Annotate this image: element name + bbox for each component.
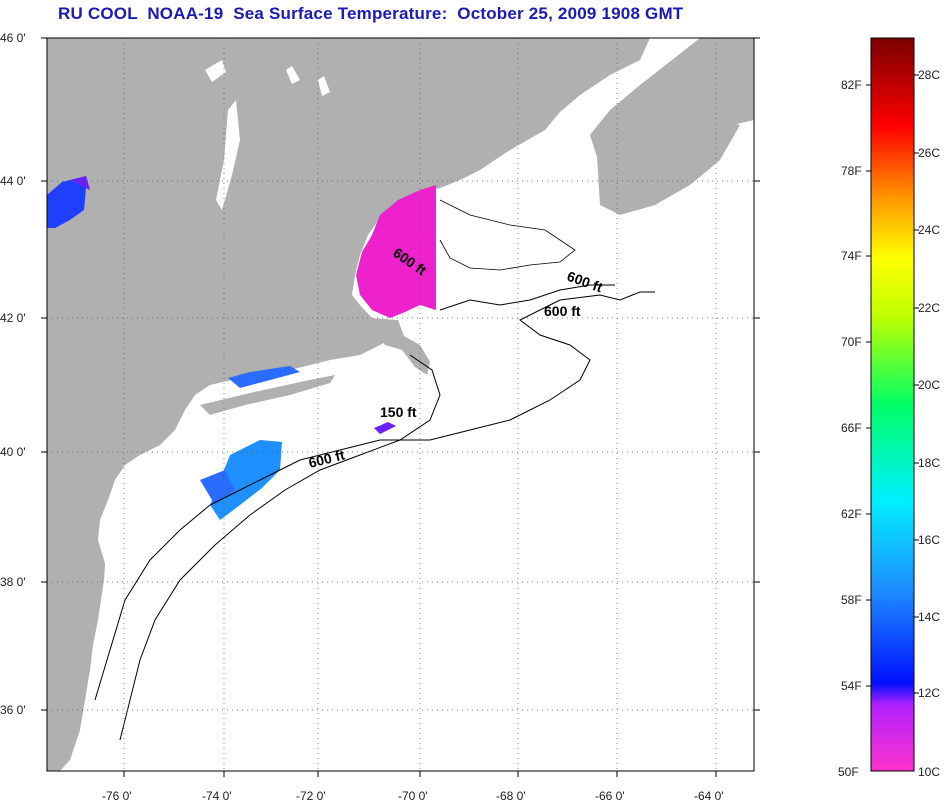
colorbar-label-20c: 20C [918,378,940,392]
colorbar-label-54f: 54F [841,679,862,693]
page-title: RU COOL NOAA-19 Sea Surface Temperature:… [58,4,684,23]
lon-label-64: -64 0' [694,789,724,803]
colorbar-label-82f: 82F [841,78,862,92]
lon-label-76: -76 0' [102,789,132,803]
bay-chesapeake [92,520,122,680]
contour-label-150ft: 150 ft [380,404,417,420]
lon-label-66: -66 0' [595,789,625,803]
sst-patch-lake-ontario-edge [70,176,90,190]
lake-2 [216,100,240,210]
colorbar-label-14c: 14C [918,610,940,624]
sst-patch-shelf-4 [374,422,396,434]
colorbar-ticks [866,74,919,694]
sst-patch-lake-ontario [47,178,86,228]
contour-gulf [439,199,576,271]
colorbar-label-62f: 62F [841,507,862,521]
lake-3 [286,66,300,84]
colorbar-label-74f: 74F [841,249,862,263]
lake-1 [205,60,226,82]
bay-delaware [130,470,150,520]
sst-patch-shelf-3 [228,366,300,388]
colorbar-label-50f: 50F [838,765,859,779]
lon-label-68: -68 0' [496,789,526,803]
graticule [47,38,754,771]
colorbar-label-12c: 12C [918,686,940,700]
lat-label-38: 38 0' [0,575,26,589]
land-mainland [47,38,650,771]
lon-label-74: -74 0' [202,789,232,803]
lat-label-46: 46 0' [0,31,26,45]
lon-label-70: -70 0' [398,789,428,803]
land-cape-cod [372,318,430,375]
lon-label-72: -72 0' [296,789,326,803]
colorbar-label-28c: 28C [918,68,940,82]
colorbar-label-58f: 58F [841,593,862,607]
colorbar-label-18c: 18C [918,456,940,470]
colorbar-label-10c: 10C [918,765,940,779]
colorbar-label-66f: 66F [841,421,862,435]
map-border [46,37,755,772]
colorbar-label-16c: 16C [918,533,940,547]
tick-marks [41,37,760,777]
land-nova-scotia-south [596,110,740,215]
lat-label-42: 42 0' [0,311,26,325]
colorbar [870,37,915,772]
lat-label-44: 44 0' [0,174,26,188]
contour-600ft-inner [439,284,615,311]
colorbar-label-26c: 26C [918,146,940,160]
sst-patch-shelf-1 [210,440,282,520]
colorbar-label-78f: 78F [841,164,862,178]
colorbar-label-22c: 22C [918,301,940,315]
contour-150ft [119,354,441,741]
sst-patch-gulf-of-maine [356,185,436,318]
sst-patch-shelf-2 [200,470,235,505]
lat-label-36: 36 0' [0,703,26,717]
contour-600ft-outer [94,291,655,701]
contour-label-600ft-georges-south: 600 ft [544,303,581,319]
lat-label-40: 40 0' [0,445,26,459]
land-long-island [200,375,335,415]
colorbar-label-24c: 24C [918,223,940,237]
lake-4 [318,76,330,96]
colorbar-label-70f: 70F [841,335,862,349]
